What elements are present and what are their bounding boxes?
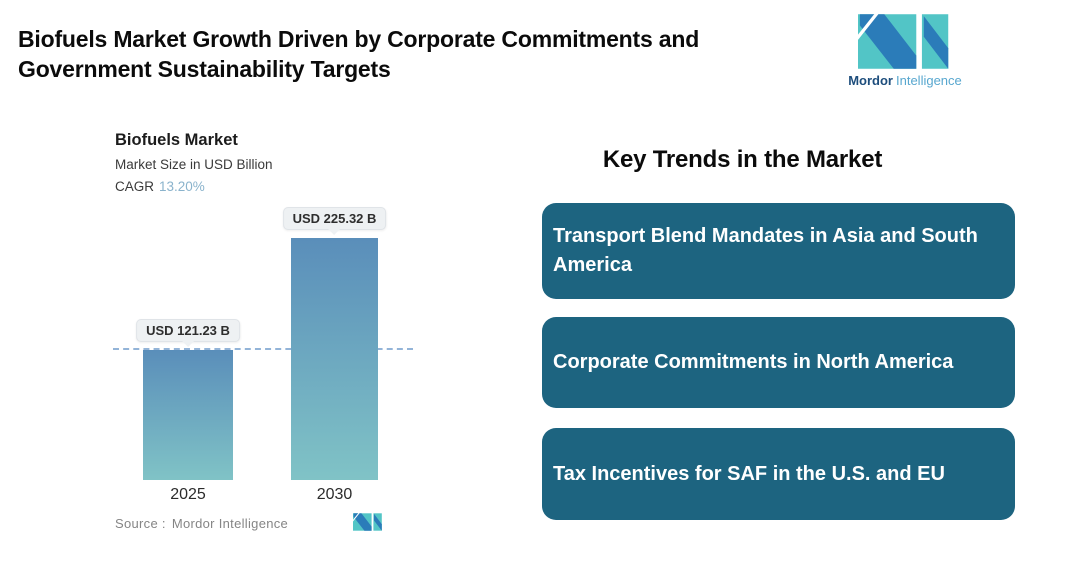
bar-2030 — [291, 238, 378, 480]
brand-name-light: Intelligence — [896, 73, 962, 88]
value-label-2025: USD 121.23 B — [136, 319, 240, 342]
axis-tick-2025: 2025 — [170, 486, 206, 503]
trend-card-tax-incentives-saf: Tax Incentives for SAF in the U.S. and E… — [542, 428, 1015, 520]
bar-group-2030: USD 225.32 B 2030 — [282, 207, 387, 503]
bar-group-2025: USD 121.23 B 2025 — [136, 319, 240, 503]
value-label-2030: USD 225.32 B — [282, 207, 387, 230]
key-trends-heading: Key Trends in the Market — [602, 146, 883, 173]
source-label: Source : — [115, 516, 166, 531]
mordor-intelligence-logo: Mordor Intelligence — [845, 14, 965, 88]
mordor-intelligence-mini-logo-icon — [353, 512, 382, 531]
trend-card-transport-blend-mandates: Transport Blend Mandates in Asia and Sou… — [542, 203, 1015, 299]
brand-name-bold: Mordor — [848, 73, 893, 88]
page-title: Biofuels Market Growth Driven by Corpora… — [18, 26, 700, 82]
brand-wordmark: Mordor Intelligence — [848, 73, 962, 88]
source-name: Mordor Intelligence — [171, 516, 289, 531]
cagr-value: 13.20% — [159, 179, 205, 194]
axis-tick-2030: 2030 — [316, 486, 353, 503]
mordor-intelligence-logo-icon — [858, 14, 949, 69]
source-attribution: Source : Mordor Intelligence — [115, 516, 288, 531]
reference-dashed-line — [113, 348, 413, 350]
bar-2025 — [143, 350, 233, 480]
chart-title: Biofuels Market — [115, 131, 238, 149]
cagr-label: CAGR — [115, 179, 155, 194]
trend-card-corporate-commitments: Corporate Commitments in North America — [542, 317, 1015, 408]
chart-subtitle: Market Size in USD Billion — [115, 157, 273, 172]
chart-cagr: CAGR 13.20% — [115, 179, 205, 194]
